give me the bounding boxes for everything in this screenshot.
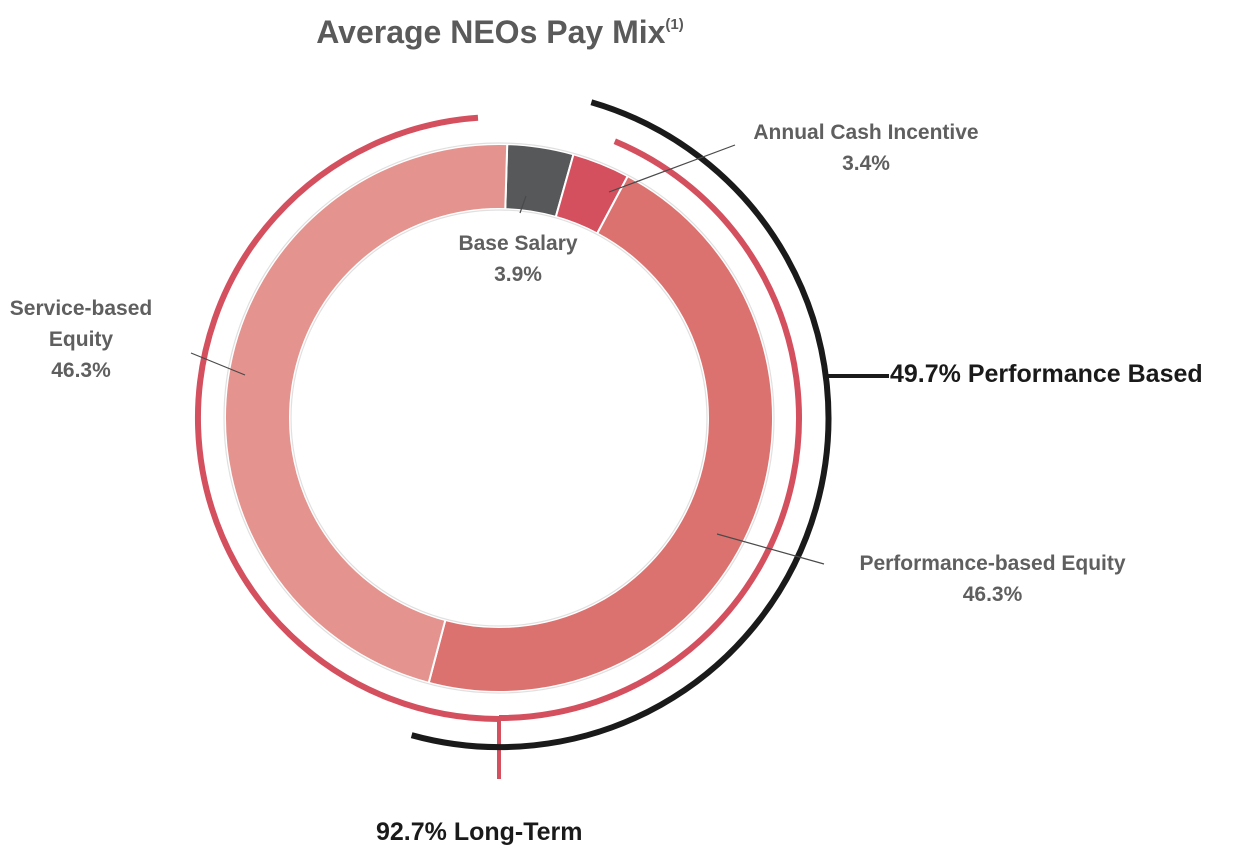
label-aci-value: 3.4% [842,152,890,175]
donut-outer-rim [223,142,775,694]
slice-service-based-equity [224,143,509,685]
performance-based-arc [410,99,832,751]
label-base-salary-value: 3.9% [494,263,542,286]
label-service-based-equity: Service-based Equity 46.3% [0,293,162,386]
annotation-performance-based: 49.7% Performance Based [890,360,1203,388]
label-pbe-name: Performance-based Equity [859,552,1126,575]
long-term-arc-left [194,114,500,722]
label-sbe-name-line1: Service-based [9,297,153,320]
label-base-salary: Base Salary 3.9% [418,228,618,290]
label-annual-cash-incentive: Annual Cash Incentive 3.4% [716,117,1016,179]
annotation-long-term: 92.7% Long-Term [376,818,583,846]
label-pbe-value: 46.3% [962,583,1023,606]
slice-performance-based-equity [427,174,774,693]
leader-base-salary [519,195,527,214]
title-footnote: (1) [665,16,684,33]
leader-annual-cash-incentive [608,144,736,193]
chart-title: Average NEOs Pay Mix(1) [316,14,684,50]
label-sbe-name-line2: Equity [48,328,114,351]
donut-inner-rim [290,209,708,627]
label-base-salary-name: Base Salary [458,232,578,255]
label-sbe-value: 46.3% [51,359,111,382]
label-aci-name: Annual Cash Incentive [753,121,979,144]
long-term-arc-right [498,138,802,721]
leader-service-based-equity [190,352,246,376]
leader-performance-based-equity [716,533,825,565]
label-performance-based-equity: Performance-based Equity 46.3% [815,548,1170,610]
